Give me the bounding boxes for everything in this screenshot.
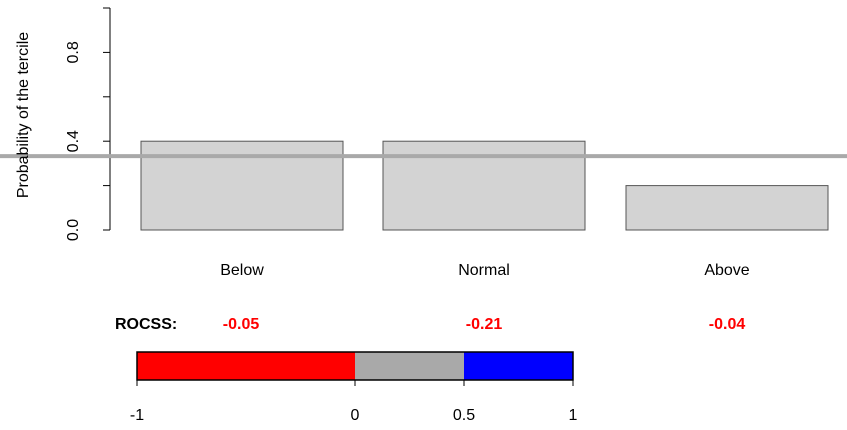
y-tick-label: 0.0 bbox=[65, 219, 82, 241]
rocss-row: ROCSS: -0.05 -0.21 -0.04 bbox=[115, 316, 745, 333]
rocss-label: ROCSS: bbox=[115, 316, 177, 333]
colorbar-segment bbox=[355, 352, 464, 380]
rocss-colorbar bbox=[136, 351, 574, 381]
colorbar-segment bbox=[137, 352, 355, 380]
y-axis: 0.0 0.4 0.8 bbox=[65, 7, 111, 241]
category-label: Above bbox=[704, 262, 749, 279]
rocss-value: -0.05 bbox=[223, 316, 260, 333]
colorbar-tick-label: 0.5 bbox=[453, 407, 475, 424]
y-tick-label: 0.4 bbox=[65, 130, 82, 152]
category-labels: Below Normal Above bbox=[220, 262, 750, 279]
y-axis-label: Probability of the tercile bbox=[15, 32, 32, 198]
colorbar-ticks: -1 0 0.5 1 bbox=[130, 380, 578, 424]
bar-above bbox=[625, 185, 829, 231]
colorbar-tick-label: 1 bbox=[569, 407, 578, 424]
colorbar-segment bbox=[464, 352, 573, 380]
colorbar-tick-label: -1 bbox=[130, 407, 144, 424]
category-label: Normal bbox=[458, 262, 510, 279]
y-tick-label: 0.8 bbox=[65, 41, 82, 63]
rocss-value: -0.21 bbox=[466, 316, 503, 333]
colorbar-tick-label: 0 bbox=[351, 407, 360, 424]
category-label: Below bbox=[220, 262, 264, 279]
rocss-value: -0.04 bbox=[709, 316, 746, 333]
